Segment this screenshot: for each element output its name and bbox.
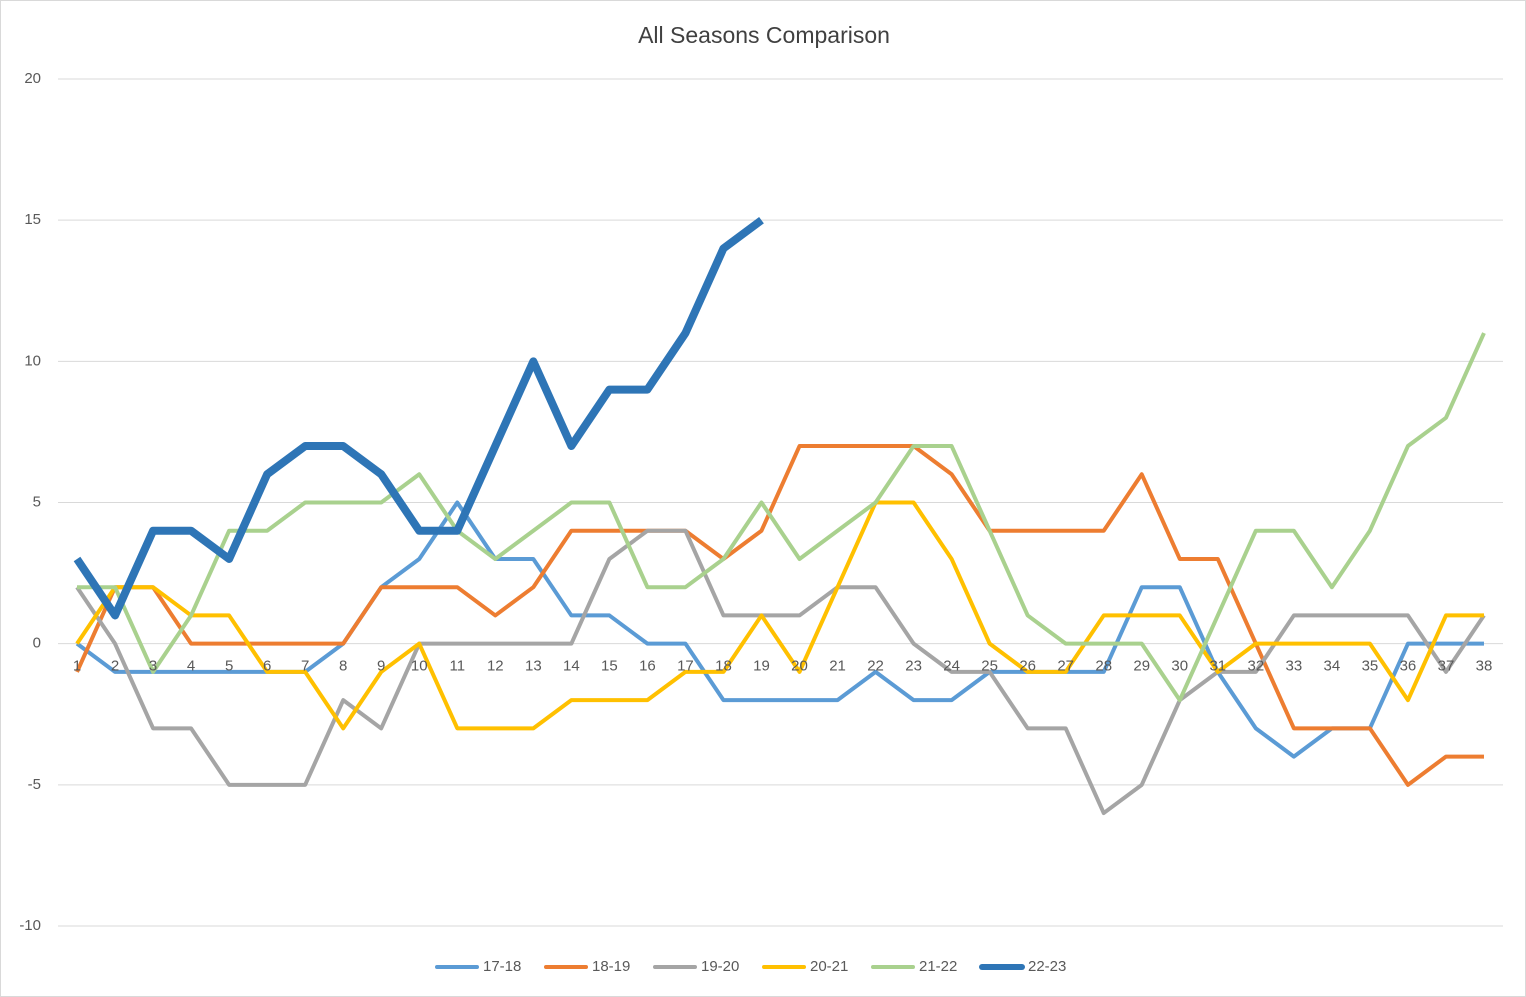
legend-label: 18-19 bbox=[592, 958, 630, 975]
x-tick-label: 26 bbox=[1019, 658, 1036, 675]
x-tick-label: 33 bbox=[1286, 658, 1303, 675]
y-tick-label: 20 bbox=[24, 70, 41, 87]
x-tick-label: 23 bbox=[905, 658, 922, 675]
x-tick-label: 24 bbox=[943, 658, 960, 675]
x-tick-label: 1 bbox=[73, 658, 81, 675]
x-tick-label: 18 bbox=[715, 658, 732, 675]
x-tick-label: 38 bbox=[1476, 658, 1493, 675]
x-tick-label: 5 bbox=[225, 658, 233, 675]
x-tick-label: 14 bbox=[563, 658, 580, 675]
x-tick-label: 17 bbox=[677, 658, 694, 675]
x-tick-label: 21 bbox=[829, 658, 846, 675]
x-tick-label: 4 bbox=[187, 658, 195, 675]
x-tick-label: 27 bbox=[1057, 658, 1074, 675]
x-tick-label: 8 bbox=[339, 658, 347, 675]
series-line bbox=[75, 528, 1486, 816]
x-tick-label: 13 bbox=[525, 658, 542, 675]
series-line bbox=[75, 500, 1484, 759]
chart-title: All Seasons Comparison bbox=[638, 22, 890, 48]
legend-label: 17-18 bbox=[483, 958, 521, 975]
series-line bbox=[75, 444, 1484, 787]
x-tick-label: 9 bbox=[377, 658, 385, 675]
legend-label: 20-21 bbox=[810, 958, 848, 975]
y-tick-label: 5 bbox=[33, 493, 41, 510]
x-tick-label: 31 bbox=[1209, 658, 1226, 675]
x-tick-label: 32 bbox=[1247, 658, 1264, 675]
x-tick-label: 16 bbox=[639, 658, 656, 675]
legend-label: 19-20 bbox=[701, 958, 739, 975]
legend-label: 22-23 bbox=[1028, 958, 1066, 975]
x-tick-label: 34 bbox=[1324, 658, 1341, 675]
x-tick-label: 30 bbox=[1171, 658, 1188, 675]
y-tick-label: -5 bbox=[28, 776, 41, 793]
x-tick-label: 19 bbox=[753, 658, 770, 675]
x-tick-label: 6 bbox=[263, 658, 271, 675]
legend-label: 21-22 bbox=[919, 958, 957, 975]
x-tick-label: 20 bbox=[791, 658, 808, 675]
x-tick-label: 10 bbox=[411, 658, 428, 675]
x-tick-label: 28 bbox=[1095, 658, 1112, 675]
x-tick-label: 15 bbox=[601, 658, 618, 675]
x-tick-label: 3 bbox=[149, 658, 157, 675]
x-tick-label: 36 bbox=[1400, 658, 1417, 675]
x-tick-label: 2 bbox=[111, 658, 119, 675]
x-tick-label: 29 bbox=[1133, 658, 1150, 675]
series-line bbox=[75, 500, 1484, 731]
x-tick-label: 11 bbox=[449, 658, 465, 675]
x-tick-label: 22 bbox=[867, 658, 884, 675]
series-line bbox=[73, 216, 764, 620]
x-tick-label: 35 bbox=[1362, 658, 1379, 675]
x-tick-label: 7 bbox=[301, 658, 309, 675]
y-tick-label: 0 bbox=[33, 635, 41, 652]
x-tick-label: 37 bbox=[1438, 658, 1455, 675]
x-tick-label: 12 bbox=[487, 658, 504, 675]
y-tick-label: 10 bbox=[24, 352, 41, 369]
x-tick-label: 25 bbox=[981, 658, 998, 675]
y-tick-label: -10 bbox=[19, 917, 41, 934]
y-tick-label: 15 bbox=[24, 211, 41, 228]
series-line bbox=[77, 332, 1486, 703]
